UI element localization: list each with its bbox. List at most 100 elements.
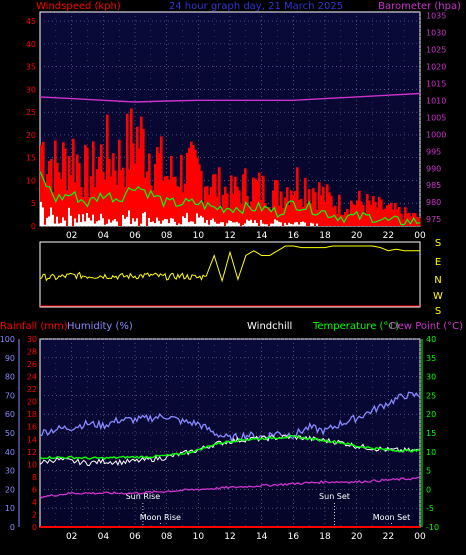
wind-gust-bar bbox=[110, 222, 112, 226]
windspeed-bar bbox=[130, 108, 133, 226]
windspeed-bar bbox=[228, 207, 231, 226]
x-tick-label: 10 bbox=[193, 231, 205, 241]
windspeed-bar bbox=[264, 203, 267, 226]
wind-gust-bar bbox=[230, 220, 232, 226]
x-tick-label: 16 bbox=[288, 231, 300, 241]
windspeed-bar bbox=[234, 176, 237, 226]
rain-axis-tick: 24 bbox=[27, 373, 37, 382]
windspeed-bar bbox=[120, 170, 123, 226]
windspeed-bar bbox=[198, 164, 201, 226]
x-tick-label: 08 bbox=[161, 231, 173, 241]
windspeed-bar bbox=[150, 185, 153, 226]
windspeed-bar bbox=[296, 167, 299, 226]
rain-axis-tick: 10 bbox=[27, 460, 37, 469]
windspeed-bar bbox=[292, 195, 295, 226]
windspeed-bar bbox=[374, 201, 377, 226]
wind-direction-line bbox=[39, 245, 420, 283]
windchill-header: Windchill bbox=[247, 321, 292, 332]
wind-gust-bar bbox=[128, 210, 130, 226]
windspeed-bar bbox=[358, 190, 361, 226]
temperature-line bbox=[39, 434, 421, 461]
windspeed-bar bbox=[216, 196, 219, 226]
windspeed-bar bbox=[360, 201, 363, 226]
wind-gust-bar bbox=[198, 217, 200, 226]
wind-gust-bar bbox=[288, 222, 290, 226]
wind-gust-bar bbox=[150, 222, 152, 226]
wind-gust-bar bbox=[196, 213, 198, 226]
windspeed-bar bbox=[118, 139, 121, 226]
direction-label: W bbox=[433, 291, 443, 302]
wind-gust-bar bbox=[244, 223, 246, 226]
windspeed-bar bbox=[346, 208, 349, 226]
wind-gust-bar bbox=[108, 219, 110, 226]
wind-gust-bar bbox=[174, 221, 176, 226]
windspeed-bar bbox=[142, 129, 145, 226]
humidity-axis-tick: 10 bbox=[5, 504, 15, 513]
wind-gust-bar bbox=[292, 224, 294, 226]
windspeed-bar bbox=[328, 192, 331, 226]
windspeed-bar bbox=[274, 179, 277, 226]
windspeed-bar bbox=[416, 216, 419, 226]
wind-gust-bar bbox=[278, 221, 280, 226]
windspeed-bar bbox=[242, 174, 245, 226]
windspeed-bar bbox=[338, 194, 341, 226]
wind-gust-bar bbox=[48, 216, 50, 226]
wind-gust-bar bbox=[176, 225, 178, 226]
windchill-line bbox=[39, 434, 421, 467]
right-axis-tick: 985 bbox=[426, 181, 441, 190]
windspeed-bar bbox=[168, 179, 171, 226]
wind-gust-bar bbox=[214, 221, 216, 226]
graph-title: 24 hour graph day, 21 March 2025 bbox=[169, 1, 343, 12]
wind-gust-bar bbox=[86, 213, 88, 226]
windspeed-bar bbox=[160, 136, 163, 226]
x-tick-label: 06 bbox=[129, 231, 141, 241]
windspeed-bar bbox=[302, 206, 305, 226]
windspeed-bar bbox=[238, 190, 241, 226]
wind-gust-bar bbox=[190, 221, 192, 226]
wind-gust-bar bbox=[164, 218, 166, 226]
windspeed-bar bbox=[350, 200, 353, 226]
rain-axis-tick: 12 bbox=[27, 448, 37, 457]
windspeed-bar bbox=[96, 169, 99, 226]
windspeed-bar bbox=[92, 141, 95, 226]
wind-gust-bar bbox=[192, 221, 194, 226]
wind-gust-bar bbox=[202, 217, 204, 226]
wind-gust-bar bbox=[290, 223, 292, 226]
rain-axis-tick: 2 bbox=[32, 510, 37, 519]
windspeed-bar bbox=[246, 195, 249, 226]
windspeed-bar bbox=[402, 219, 405, 226]
windspeed-bar bbox=[290, 190, 293, 226]
windspeed-bar bbox=[318, 182, 321, 226]
wind-gust-bar bbox=[60, 222, 62, 226]
wind-gust-bar bbox=[280, 222, 282, 226]
dewpoint-header: Dew Point (°C) bbox=[390, 321, 463, 332]
windspeed-bar bbox=[200, 170, 203, 226]
wind-gust-bar bbox=[162, 220, 164, 226]
wind-gust-bar bbox=[100, 213, 102, 226]
wind-gust-bar bbox=[124, 218, 126, 226]
windspeed-bar bbox=[178, 187, 181, 226]
left-axis-tick: 30 bbox=[26, 85, 36, 94]
rain-axis-tick: 20 bbox=[27, 398, 37, 407]
windspeed-bar bbox=[98, 156, 101, 226]
windspeed-bar bbox=[170, 155, 173, 226]
windspeed-bar bbox=[114, 170, 117, 226]
wind-gust-bar bbox=[44, 224, 46, 226]
windspeed-bar bbox=[304, 177, 307, 226]
wind-gust-bar bbox=[76, 222, 78, 226]
windspeed-bar bbox=[230, 175, 233, 226]
windspeed-bar bbox=[408, 212, 411, 226]
windspeed-bar bbox=[124, 187, 127, 226]
windspeed-bar bbox=[398, 207, 401, 226]
left-axis-tick: 45 bbox=[26, 17, 36, 26]
wind-gust-bar bbox=[246, 219, 248, 226]
windspeed-bar bbox=[82, 197, 85, 226]
windspeed-bar bbox=[154, 163, 157, 226]
x-tick-label: 18 bbox=[319, 231, 331, 241]
x-tick-label: 12 bbox=[224, 231, 235, 241]
windspeed-bar bbox=[362, 204, 365, 226]
wind-gust-bar bbox=[170, 218, 172, 226]
windspeed-bar bbox=[340, 214, 343, 226]
wind-gust-bar bbox=[92, 214, 94, 226]
